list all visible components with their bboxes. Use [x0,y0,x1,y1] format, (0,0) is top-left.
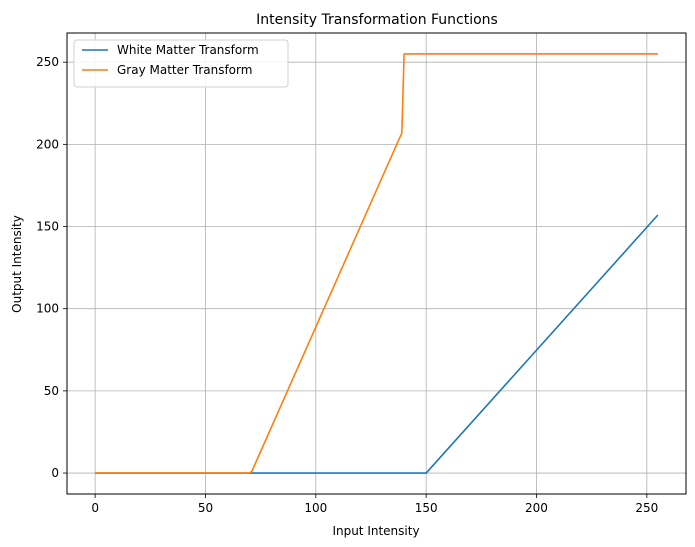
plot-frame [66,32,687,495]
y-tick-label: 150 [36,220,59,234]
x-tick-label: 250 [635,501,658,515]
y-tick-label: 0 [51,466,59,480]
y-axis-label: Output Intensity [10,215,24,313]
legend-label-1: Gray Matter Transform [117,63,252,77]
x-tick-label: 50 [198,501,213,515]
y-tick-label: 250 [36,55,59,69]
x-tick-label: 150 [415,501,438,515]
x-axis-ticks: 0 50 100 150 200 250 [91,494,658,515]
legend-label-0: White Matter Transform [117,43,259,57]
x-axis-label: Input Intensity [332,524,419,538]
x-tick-label: 0 [91,501,99,515]
grid [67,33,686,494]
legend: White Matter Transform Gray Matter Transf… [73,39,289,88]
series-layer [95,53,659,474]
y-tick-label: 100 [36,302,59,316]
x-tick-label: 100 [304,501,327,515]
chart-title: Intensity Transformation Functions [256,12,498,28]
x-tick-label: 200 [525,501,548,515]
legend-box [73,39,289,88]
y-tick-label: 50 [44,384,59,398]
y-tick-label: 200 [36,137,59,151]
y-axis-ticks: 0 50 100 150 200 250 [36,55,67,480]
series-line-1 [95,53,658,474]
